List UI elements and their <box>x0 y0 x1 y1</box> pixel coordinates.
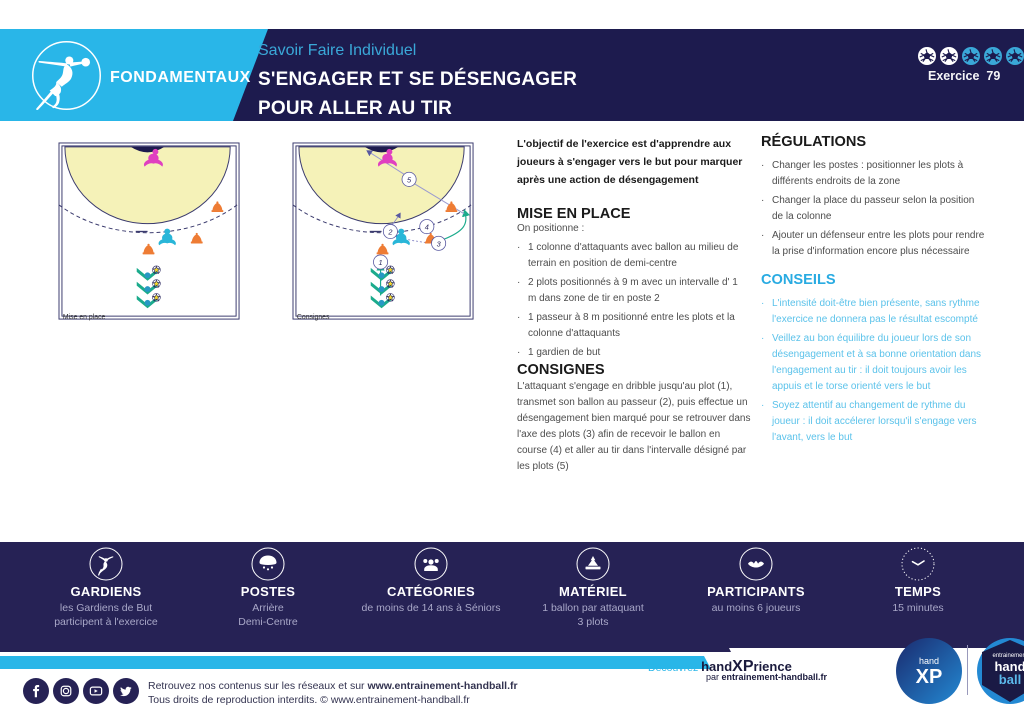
svg-text:Consignes: Consignes <box>297 314 330 321</box>
svg-text:hand: hand <box>919 656 939 666</box>
svg-text:ball: ball <box>999 672 1021 687</box>
svg-text:XP: XP <box>916 666 943 688</box>
svg-text:1: 1 <box>379 258 383 267</box>
svg-text:Mise en place: Mise en place <box>63 314 106 321</box>
svg-text:4: 4 <box>425 223 429 232</box>
svg-text:2: 2 <box>387 227 392 236</box>
